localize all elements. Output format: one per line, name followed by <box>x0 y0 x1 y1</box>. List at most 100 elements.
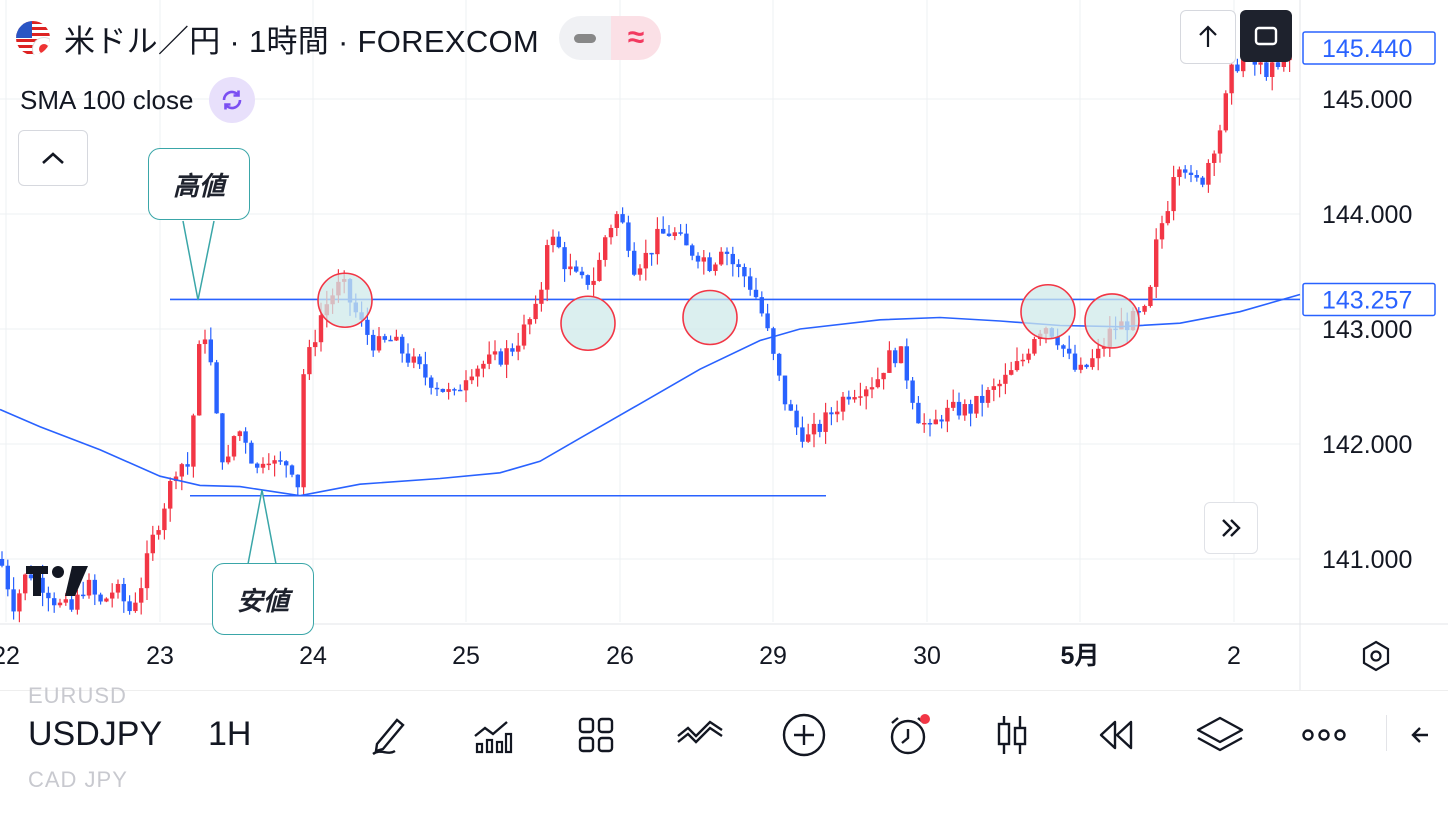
candle <box>968 399 973 427</box>
candle <box>585 274 590 290</box>
highlight-circles <box>317 272 1140 352</box>
candle <box>208 327 213 366</box>
candle <box>168 477 173 522</box>
candle <box>632 242 637 277</box>
candle <box>817 419 822 438</box>
layers-button[interactable] <box>1192 710 1248 760</box>
time-tick-label: 22 <box>0 642 20 670</box>
candle <box>597 252 602 282</box>
candle <box>922 413 927 433</box>
candle <box>811 412 817 448</box>
back-button[interactable] <box>1400 710 1440 760</box>
templates-button[interactable] <box>568 710 624 760</box>
high-callout: 高値 <box>148 148 250 220</box>
status-pill[interactable]: ≈ <box>559 16 662 60</box>
alert-icon <box>890 714 930 755</box>
candle <box>846 390 851 405</box>
scroll-to-realtime-button[interactable] <box>1204 502 1258 554</box>
candle <box>150 525 155 561</box>
candle <box>910 376 915 410</box>
chart-settings-button[interactable] <box>1356 636 1396 676</box>
candle <box>765 303 770 331</box>
more-button[interactable] <box>1296 710 1352 760</box>
candle <box>840 391 846 421</box>
price-tick-label: 144.000 <box>1322 201 1412 229</box>
candle <box>684 223 689 246</box>
templates-icon <box>578 717 614 753</box>
time-axis: 22 23 24 25 26 29 30 5月 2 <box>0 642 1241 670</box>
candle <box>1217 124 1223 163</box>
candle <box>301 368 306 495</box>
price-tick-label: 141.000 <box>1322 546 1412 574</box>
chart-title[interactable]: 米ドル／円 · 1時間 · FOREXCOM <box>64 23 540 59</box>
candle <box>852 389 857 403</box>
candle <box>423 351 428 386</box>
candle <box>1061 344 1066 358</box>
alert-button[interactable] <box>880 710 936 760</box>
compare-button[interactable] <box>672 710 728 760</box>
candle <box>139 577 144 615</box>
scroll-up-button[interactable] <box>1180 10 1236 64</box>
indicator-legend: SMA 100 close <box>20 77 256 123</box>
indicators-button[interactable] <box>464 710 520 760</box>
candle <box>52 592 57 613</box>
candle <box>788 399 793 412</box>
low-callout: 安値 <box>212 563 314 635</box>
price-chart[interactable]: 145.000 144.000 143.000 142.000 141.000 143.2… <box>0 0 1448 690</box>
symbol-list-next[interactable]: CAD JPY <box>28 767 128 792</box>
candle <box>771 326 776 361</box>
low-pointer <box>247 489 277 565</box>
candle <box>434 382 440 396</box>
candle <box>469 369 474 385</box>
candle <box>655 217 660 265</box>
candle <box>637 264 643 281</box>
candle <box>313 329 318 357</box>
chart-header: 米ドル／円 · 1時間 · FOREXCOM ≈ <box>16 16 662 60</box>
replay-button[interactable] <box>1088 710 1144 760</box>
back-icon <box>1411 727 1428 743</box>
candle <box>1200 176 1205 188</box>
candle <box>394 329 399 341</box>
candle <box>858 382 863 406</box>
time-tick-label: 30 <box>913 642 941 670</box>
indicators-icon <box>474 721 513 754</box>
candle <box>893 347 898 368</box>
data-delay-icon[interactable]: ≈ <box>611 16 662 60</box>
candle <box>661 216 666 234</box>
collapse-legend-button[interactable] <box>18 130 88 186</box>
candle <box>875 367 880 389</box>
symbol-selector[interactable]: USDJPY <box>28 715 163 753</box>
chart-type-button[interactable] <box>984 710 1040 760</box>
candle <box>980 384 985 417</box>
layers-icon <box>1196 716 1244 752</box>
candle <box>307 339 312 381</box>
drawing-tools-button[interactable] <box>362 710 418 760</box>
candle <box>898 346 904 364</box>
add-button[interactable] <box>776 710 832 760</box>
fullscreen-button[interactable] <box>1240 10 1292 62</box>
refresh-icon[interactable] <box>209 77 256 123</box>
candle <box>371 329 376 357</box>
candle <box>388 335 393 342</box>
timeframe-selector[interactable]: 1H <box>208 715 252 753</box>
candle <box>904 338 909 389</box>
candle <box>724 247 730 266</box>
highlight-circle <box>560 295 616 352</box>
symbol-list-prev[interactable]: EURUSD <box>28 683 127 708</box>
candle <box>1003 363 1008 395</box>
sma-label[interactable]: SMA 100 close <box>20 84 194 115</box>
candle <box>1154 228 1159 298</box>
candle <box>405 343 411 367</box>
candle <box>23 573 28 601</box>
candle <box>237 430 242 441</box>
candle <box>46 586 51 612</box>
candle <box>1072 344 1078 372</box>
candle <box>92 574 97 606</box>
candle <box>104 597 109 603</box>
market-closed-icon[interactable] <box>559 16 612 60</box>
candle <box>1194 170 1199 182</box>
candle <box>214 359 219 414</box>
candle <box>1183 165 1188 179</box>
candle <box>17 589 22 623</box>
candle <box>707 252 712 273</box>
